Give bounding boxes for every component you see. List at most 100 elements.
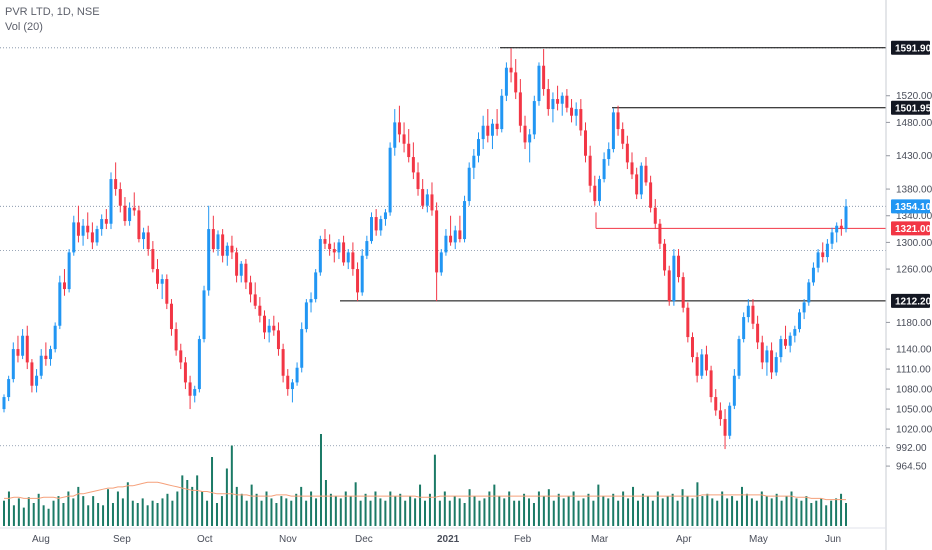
candle-body bbox=[453, 230, 457, 243]
candle-body bbox=[583, 130, 587, 156]
candle-body bbox=[179, 350, 183, 363]
price-tick-label: 1380.00 bbox=[896, 185, 932, 196]
volume-bar bbox=[488, 491, 491, 526]
volume-bar bbox=[171, 500, 174, 526]
candle-body bbox=[25, 335, 29, 363]
candle-body bbox=[30, 362, 34, 386]
time-tick-label: 2021 bbox=[437, 534, 460, 545]
candle-body bbox=[528, 134, 532, 143]
volume-bar bbox=[92, 496, 95, 526]
candle-body bbox=[11, 349, 15, 380]
volume-bar bbox=[577, 500, 580, 526]
volume-bar bbox=[597, 484, 600, 526]
candle-body bbox=[756, 323, 760, 343]
volume-bar bbox=[736, 500, 739, 526]
candle-body bbox=[137, 210, 141, 240]
candle-body bbox=[518, 92, 522, 126]
volume-bar bbox=[671, 493, 674, 526]
volume-bar bbox=[206, 500, 209, 526]
candle-body bbox=[253, 294, 257, 306]
candle-body bbox=[286, 375, 290, 390]
candle-body bbox=[649, 182, 653, 208]
candle-body bbox=[411, 157, 415, 173]
volume-bar bbox=[612, 493, 615, 526]
volume-bar bbox=[67, 491, 70, 526]
candle-body bbox=[430, 194, 434, 211]
support-1212-badge-label: 1212.20 bbox=[895, 296, 932, 307]
candle-body bbox=[230, 245, 234, 253]
volume-bar bbox=[755, 500, 758, 526]
candle-body bbox=[2, 397, 6, 410]
volume-bar bbox=[245, 500, 248, 526]
volume-bar bbox=[731, 496, 734, 526]
volume-bar bbox=[225, 468, 228, 526]
candle-body bbox=[718, 410, 722, 420]
volume-bar bbox=[121, 498, 124, 526]
volume-bar bbox=[161, 498, 164, 526]
candle-body bbox=[276, 330, 280, 350]
volume-bar bbox=[775, 493, 778, 526]
volume-bar bbox=[458, 498, 461, 526]
candle-body bbox=[663, 243, 667, 271]
candle-body bbox=[397, 122, 401, 135]
candle-body bbox=[244, 263, 248, 283]
price-tick-label: 992.00 bbox=[896, 443, 927, 454]
candle-body bbox=[779, 339, 783, 358]
price-tick-label: 1300.00 bbox=[896, 238, 932, 249]
candle-body bbox=[225, 245, 229, 256]
candle-body bbox=[360, 255, 364, 293]
price-tick-label: 1110.00 bbox=[896, 365, 931, 376]
volume-bar bbox=[72, 498, 75, 526]
volume-bar bbox=[780, 500, 783, 526]
volume-bar bbox=[453, 496, 456, 526]
candle-body bbox=[342, 242, 346, 263]
time-axis[interactable]: Aug Sep Oct Nov Dec 2021 Feb Mar Apr May Jun bbox=[32, 534, 841, 545]
volume-bar bbox=[602, 496, 605, 526]
candle-body bbox=[486, 125, 490, 136]
price-levels bbox=[0, 47, 886, 447]
candle-body bbox=[532, 101, 536, 135]
candle-body bbox=[388, 147, 392, 213]
candle-body bbox=[425, 194, 429, 206]
candle-body bbox=[542, 65, 546, 90]
candle-body bbox=[16, 349, 20, 356]
volume-bar bbox=[255, 493, 258, 526]
candle-body bbox=[695, 357, 699, 376]
candle-body bbox=[811, 267, 815, 283]
candle-body bbox=[825, 243, 829, 258]
candle-body bbox=[523, 125, 527, 143]
price-axis[interactable]: 1680.001520.001480.001430.001380.001340.… bbox=[886, 0, 932, 473]
candle-body bbox=[272, 325, 276, 331]
volume-bar bbox=[201, 491, 204, 526]
volume-bar bbox=[102, 505, 105, 526]
time-tick-label: Mar bbox=[591, 534, 609, 545]
volume-bar bbox=[181, 475, 184, 526]
candle-body bbox=[39, 355, 43, 376]
resistance-1591-badge-label: 1591.90 bbox=[895, 43, 932, 54]
volume-bar bbox=[622, 491, 625, 526]
volume-bar bbox=[617, 500, 620, 526]
volume-bar bbox=[681, 489, 684, 526]
volume-bar bbox=[240, 493, 243, 526]
candle-body bbox=[597, 179, 601, 202]
candle-body bbox=[76, 222, 80, 236]
price-tick-label: 1260.00 bbox=[896, 265, 932, 276]
candle-body bbox=[407, 143, 411, 158]
candle-body bbox=[235, 252, 239, 276]
volume-bar bbox=[795, 498, 798, 526]
resistance-1501-badge-label: 1501.95 bbox=[895, 103, 932, 114]
candle-body bbox=[216, 234, 220, 250]
volume-bar bbox=[329, 493, 332, 526]
volume-bar bbox=[62, 503, 65, 526]
candle-body bbox=[635, 174, 639, 195]
candle-body bbox=[267, 325, 271, 333]
candle-body bbox=[169, 303, 173, 330]
candle-body bbox=[58, 282, 62, 326]
candle-body bbox=[644, 165, 648, 183]
candle-body bbox=[728, 405, 732, 436]
time-tick-label: Jun bbox=[825, 534, 841, 545]
volume-bar bbox=[528, 498, 531, 526]
volume-bar bbox=[483, 498, 486, 526]
volume-bar bbox=[270, 498, 273, 526]
